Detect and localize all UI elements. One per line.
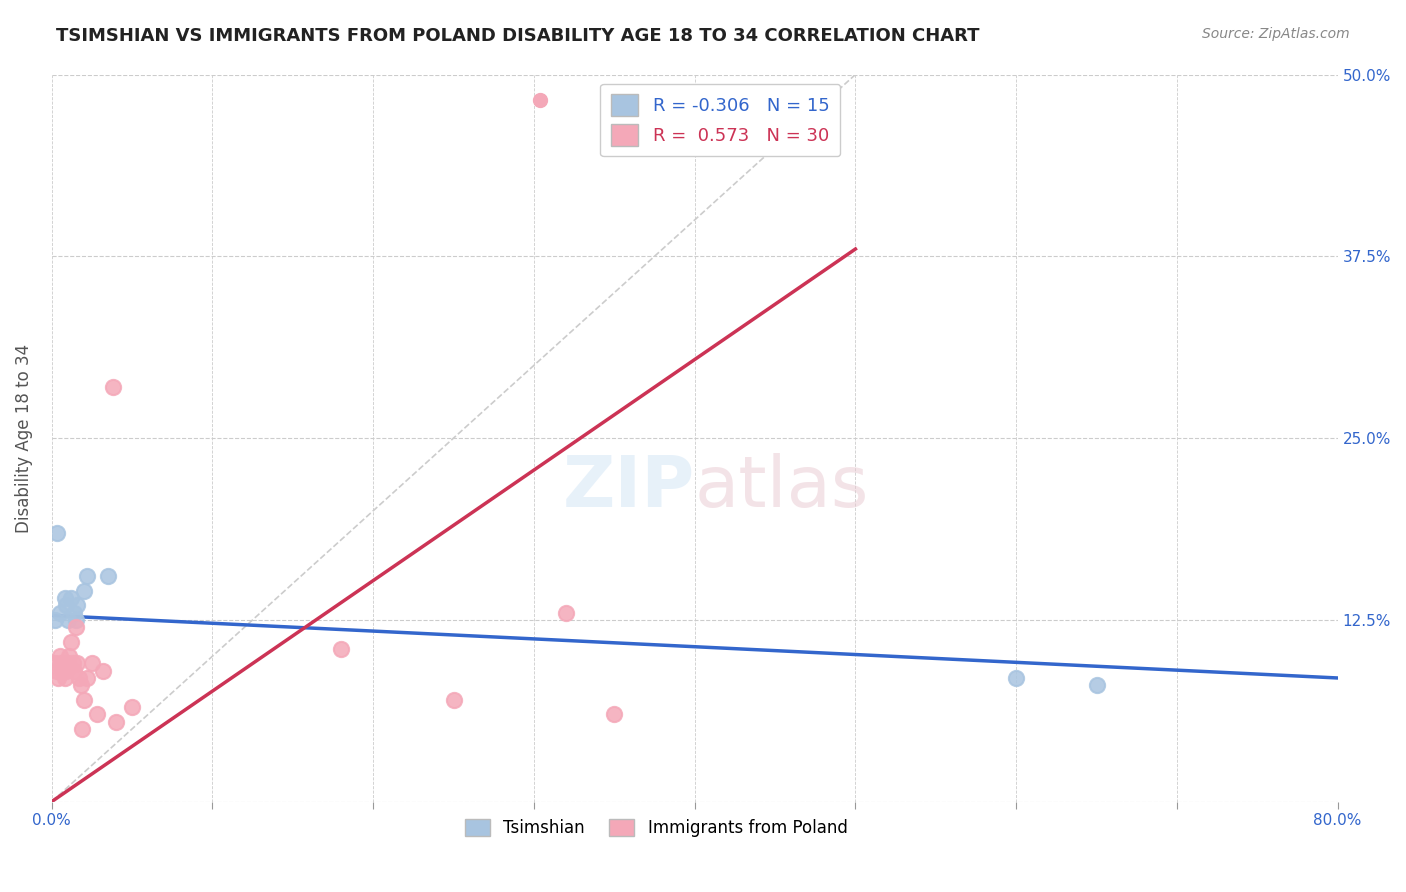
Point [56,613,79,627]
Point [49,606,72,620]
Point [53,671,76,685]
Point [56,657,79,671]
Text: Source: ZipAtlas.com: Source: ZipAtlas.com [1202,27,1350,41]
Point [101,380,124,394]
Point [73,583,96,598]
Point [603,707,626,722]
Point [69,678,91,692]
Point [44,657,66,671]
Point [53,591,76,605]
Point [60,634,83,648]
Y-axis label: Disability Age 18 to 34: Disability Age 18 to 34 [15,343,32,533]
Point [65,620,87,634]
Point [86,707,108,722]
Point [91,664,114,678]
Point [62,657,84,671]
Point [52,664,75,678]
Point [44,613,66,627]
Point [66,657,89,671]
Point [66,599,89,613]
Point [121,700,143,714]
Point [1085,678,1108,692]
Point [73,693,96,707]
Text: atlas: atlas [695,452,869,522]
Point [65,613,87,627]
Point [60,591,83,605]
Point [55,599,77,613]
Point [105,714,128,729]
Point [51,657,73,671]
Point [72,722,94,736]
Point [58,649,80,664]
Point [45,525,67,540]
Point [555,606,578,620]
Point [97,569,120,583]
Point [443,693,465,707]
Point [67,671,90,685]
Point [330,641,353,656]
Point [63,606,86,620]
Point [45,664,67,678]
Text: ZIP: ZIP [562,452,695,522]
Point [1005,671,1028,685]
Text: TSIMSHIAN VS IMMIGRANTS FROM POLAND DISABILITY AGE 18 TO 34 CORRELATION CHART: TSIMSHIAN VS IMMIGRANTS FROM POLAND DISA… [56,27,980,45]
Point [76,569,98,583]
Point [55,664,77,678]
Legend: Tsimshian, Immigrants from Poland: Tsimshian, Immigrants from Poland [458,813,855,844]
Point [46,671,69,685]
Point [80,657,103,671]
Point [49,649,72,664]
Point [63,664,86,678]
Point [76,671,98,685]
